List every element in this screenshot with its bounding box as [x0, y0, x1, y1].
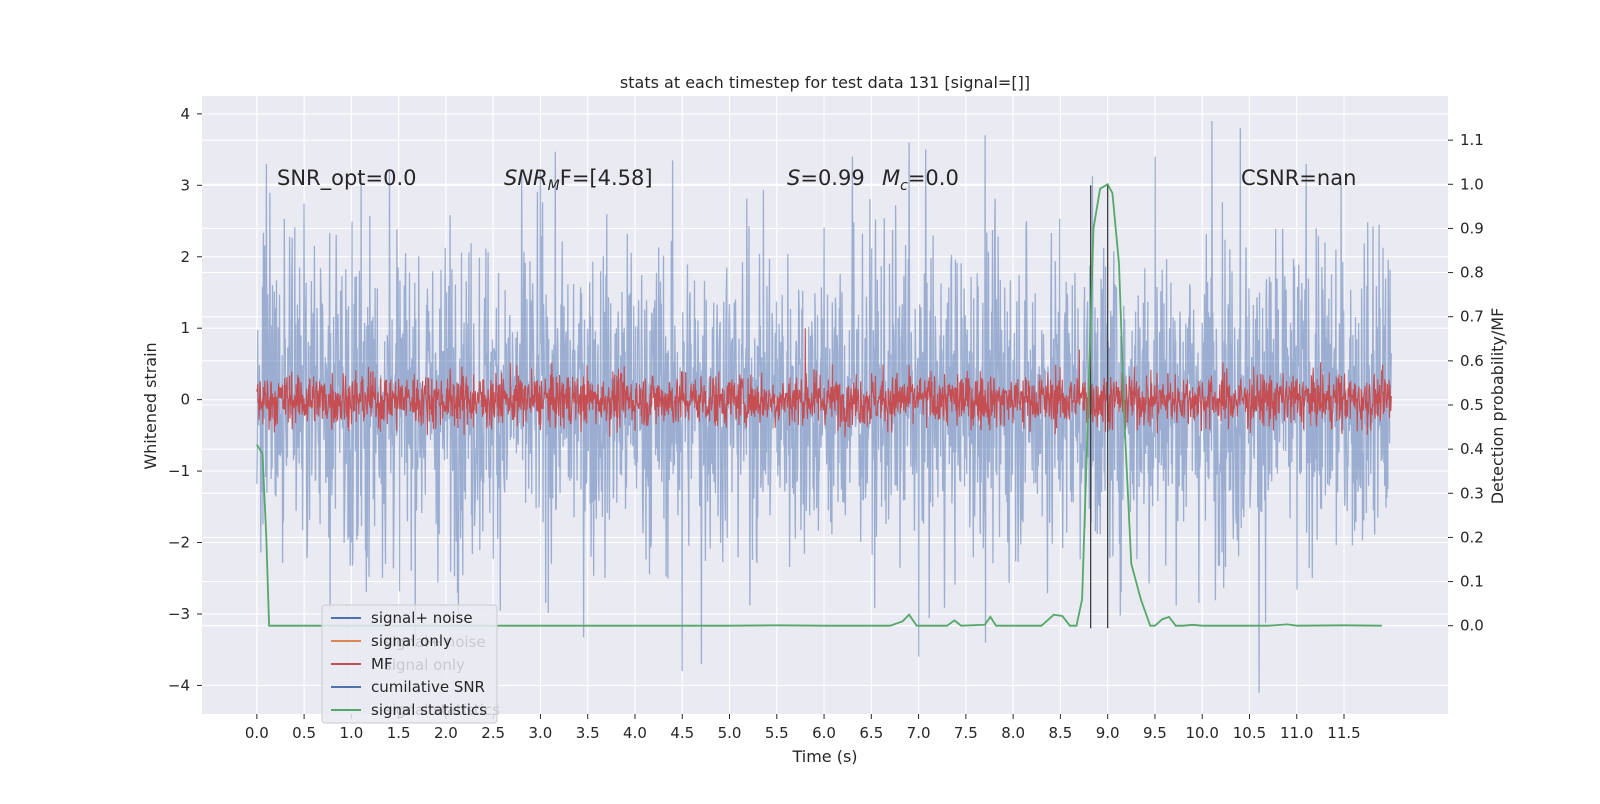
annotation-snr-opt: SNR_opt=0.0: [277, 166, 417, 191]
y-tick-label-right: 0.7: [1460, 308, 1484, 326]
annotation-s: S=0.99: [787, 166, 865, 190]
x-tick-label: 9.0: [1096, 724, 1120, 742]
legend-label-3: cumilative SNR: [371, 678, 485, 696]
y-tick-label-right: 0.1: [1460, 573, 1484, 591]
x-tick-label: 4.0: [623, 724, 647, 742]
y-tick-label-right: 0.4: [1460, 440, 1484, 458]
annotation-mc-sub: c: [900, 178, 908, 194]
x-tick-label: 10.0: [1186, 724, 1219, 742]
annotations: SNR_opt=0.0 SNRMF=[4.58] S=0.99 Mc=0.0 C…: [277, 166, 1356, 194]
y-tick-label: −1: [168, 462, 190, 480]
y-tick-label-right: 0.5: [1460, 396, 1484, 414]
x-tick-label: 10.5: [1233, 724, 1266, 742]
annotation-csnr: CSNR=nan: [1241, 166, 1356, 190]
annotation-mc-value: =0.0: [908, 166, 959, 190]
y-axis-label-right: Detection probability/MF: [1488, 308, 1507, 505]
x-tick-label: 0.5: [292, 724, 316, 742]
y-tick-label-right: 0.6: [1460, 352, 1484, 370]
x-tick-label: 1.0: [339, 724, 363, 742]
x-tick-label: 11.0: [1280, 724, 1313, 742]
y-tick-label-right: 1.0: [1460, 175, 1484, 193]
legend-label-4: signal statistics: [371, 701, 487, 719]
legend-label-0: signal+ noise: [371, 609, 473, 627]
x-tick-label: 4.5: [670, 724, 694, 742]
x-tick-label: 1.5: [387, 724, 411, 742]
x-tick-label: 6.5: [859, 724, 883, 742]
legend-label-1: signal only: [371, 632, 452, 650]
annotation-s-label: S: [787, 166, 800, 190]
tick-layer: 0.0 0.5 1.0 1.5 2.0 2.5 3.0 3.5 4.0 4.5 5.0 5.5 6.0 6…: [168, 105, 1484, 742]
y-tick-label: −4: [168, 676, 190, 694]
y-tick-label: 3: [180, 176, 190, 194]
x-axis-label: Time (s): [791, 747, 857, 766]
annotation-snr-mf: SNRMF=[4.58]: [504, 166, 653, 194]
x-tick-label: 9.5: [1143, 724, 1167, 742]
y-tick-label: 0: [180, 391, 190, 409]
y-tick-label: −2: [168, 534, 190, 552]
legend-ghost-text-1: signal+ noise: [384, 633, 486, 651]
y-tick-label-right: 0.0: [1460, 617, 1484, 635]
y-axis-label: Whitened strain: [141, 342, 160, 469]
annotation-mc: Mc=0.0: [882, 166, 959, 194]
x-tick-label: 6.0: [812, 724, 836, 742]
x-tick-label: 8.5: [1048, 724, 1072, 742]
legend-label-2: MF: [371, 655, 393, 673]
y-tick-label-right: 0.3: [1460, 484, 1484, 502]
annotation-snr-mf-value: F=[4.58]: [560, 166, 653, 190]
legend-ghost-text-3: signal statistics: [384, 701, 500, 719]
annotation-snr-mf-sub: M: [548, 178, 560, 194]
y-tick-label-right: 0.9: [1460, 219, 1484, 237]
series-mf: [256, 328, 1392, 438]
x-tick-label: 8.0: [1001, 724, 1025, 742]
y-tick-label-right: 0.2: [1460, 528, 1484, 546]
x-tick-label: 2.5: [481, 724, 505, 742]
legend-box: [321, 604, 498, 724]
x-tick-label: 11.5: [1327, 724, 1360, 742]
y-tick-label: 2: [180, 248, 190, 266]
x-tick-label: 3.5: [576, 724, 600, 742]
x-tick-label: 7.0: [907, 724, 931, 742]
x-tick-label: 2.0: [434, 724, 458, 742]
y-tick-label-right: 0.8: [1460, 264, 1484, 282]
legend-ghost-text-2: signal only: [384, 656, 465, 674]
series-signal-plus-noise: [256, 120, 1392, 693]
annotation-mc-label: M: [882, 166, 900, 190]
x-tick-label: 7.5: [954, 724, 978, 742]
y-tick-label-right: 1.1: [1460, 131, 1484, 149]
x-tick-label: 3.0: [529, 724, 553, 742]
x-tick-label: 5.0: [718, 724, 742, 742]
y-tick-label: 4: [180, 105, 190, 123]
x-tick-label: 0.0: [245, 724, 269, 742]
y-tick-label: 1: [180, 319, 190, 337]
x-tick-label: 5.5: [765, 724, 789, 742]
legend: signal+ noise signal only signal statist…: [321, 604, 500, 724]
chart-title: stats at each timestep for test data 131…: [620, 73, 1030, 92]
y-tick-label: −3: [168, 605, 190, 623]
data-layer: [256, 120, 1392, 693]
series-signal-statistics: [256, 183, 1382, 627]
annotation-s-value: =0.99: [800, 166, 864, 190]
annotation-snr-mf-label: SNR: [504, 166, 548, 190]
